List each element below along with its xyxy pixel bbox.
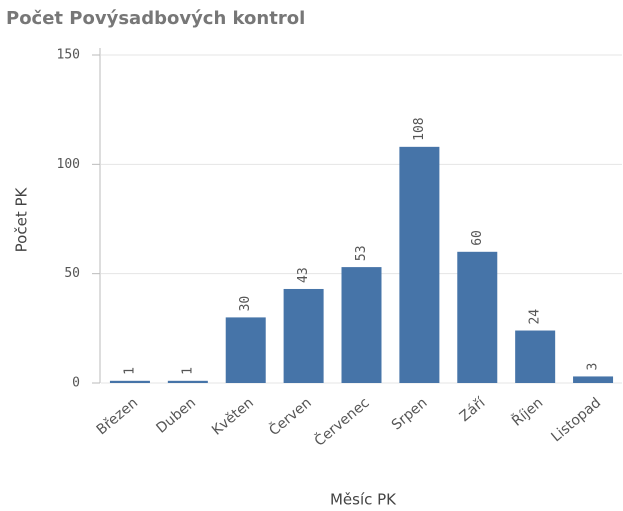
x-tick-label: Květen xyxy=(209,395,257,439)
x-axis-label: Měsíc PK xyxy=(330,491,397,509)
y-axis-label: Počet PK xyxy=(13,186,31,252)
bar xyxy=(573,376,614,383)
data-label: 30 xyxy=(238,296,253,312)
x-tick-label: Červenec xyxy=(310,393,372,449)
y-tick-label: 0 xyxy=(72,376,80,391)
data-label: 3 xyxy=(586,363,601,371)
x-tick-label: Srpen xyxy=(389,395,431,434)
data-label: 43 xyxy=(296,267,311,283)
y-tick-label: 50 xyxy=(64,266,80,281)
data-label: 60 xyxy=(470,230,485,246)
data-label: 1 xyxy=(122,367,137,375)
x-tick-label: Říjen xyxy=(509,394,547,430)
bar xyxy=(283,288,324,383)
data-label: 1 xyxy=(180,367,195,375)
bar xyxy=(341,267,382,383)
data-label: 24 xyxy=(528,309,543,325)
x-tick-label: Listopad xyxy=(548,395,604,445)
bar xyxy=(225,317,266,383)
y-tick-label: 150 xyxy=(57,48,80,63)
x-tick-label: Duben xyxy=(153,395,199,437)
data-label: 53 xyxy=(354,245,369,261)
x-tick-label: Březen xyxy=(94,395,141,438)
bar xyxy=(109,380,150,383)
data-label: 108 xyxy=(412,117,427,140)
bar xyxy=(399,146,440,383)
y-tick-label: 100 xyxy=(57,157,80,172)
x-tick-label: Září xyxy=(457,394,489,425)
bar xyxy=(515,330,556,383)
chart-title: Počet Povýsadbových kontrol xyxy=(6,8,305,29)
bar xyxy=(457,251,498,383)
x-tick-label: Červen xyxy=(265,393,315,439)
bar xyxy=(167,380,208,383)
